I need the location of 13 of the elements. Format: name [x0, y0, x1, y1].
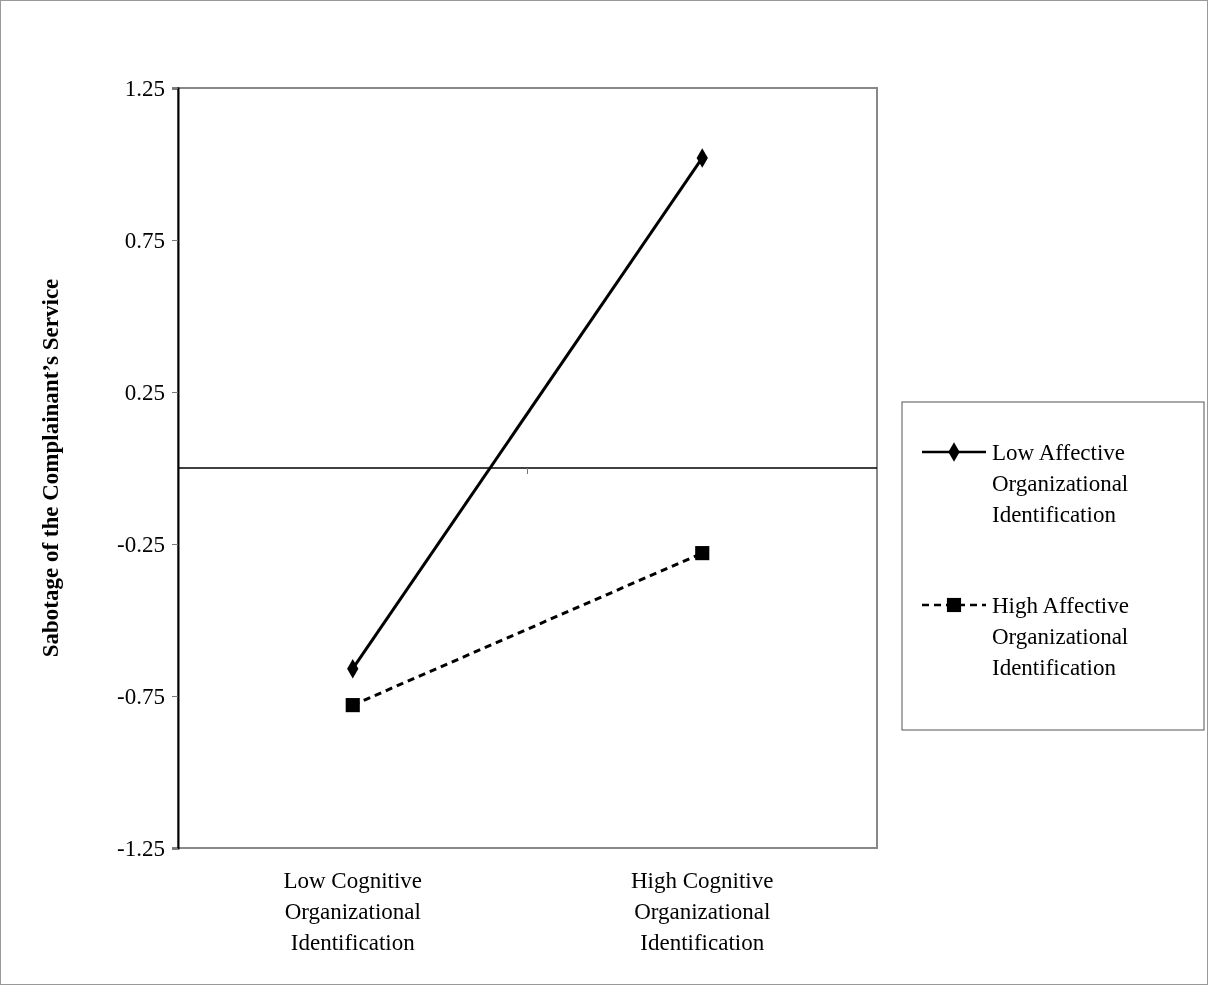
y-axis-title: Sabotage of the Complainant’s Service	[38, 278, 63, 658]
y-tick-label: -0.75	[117, 683, 165, 709]
legend-label: Low Affective Organizational Identification	[992, 440, 1129, 527]
legend-label: High Affective Organizational Identification	[992, 593, 1129, 680]
y-tick-label: -1.25	[117, 835, 165, 861]
y-tick-label: 0.75	[124, 227, 165, 253]
y-tick-label: 1.25	[124, 75, 165, 101]
point	[345, 698, 360, 713]
x-tick-label: Low Cognitive Organizational Identification	[283, 868, 423, 955]
point	[695, 546, 710, 561]
y-tick-label: 0.25	[124, 379, 165, 405]
x-tick-label: High Cognitive Organizational Identification	[631, 868, 774, 955]
y-tick-label: -0.25	[117, 531, 165, 557]
